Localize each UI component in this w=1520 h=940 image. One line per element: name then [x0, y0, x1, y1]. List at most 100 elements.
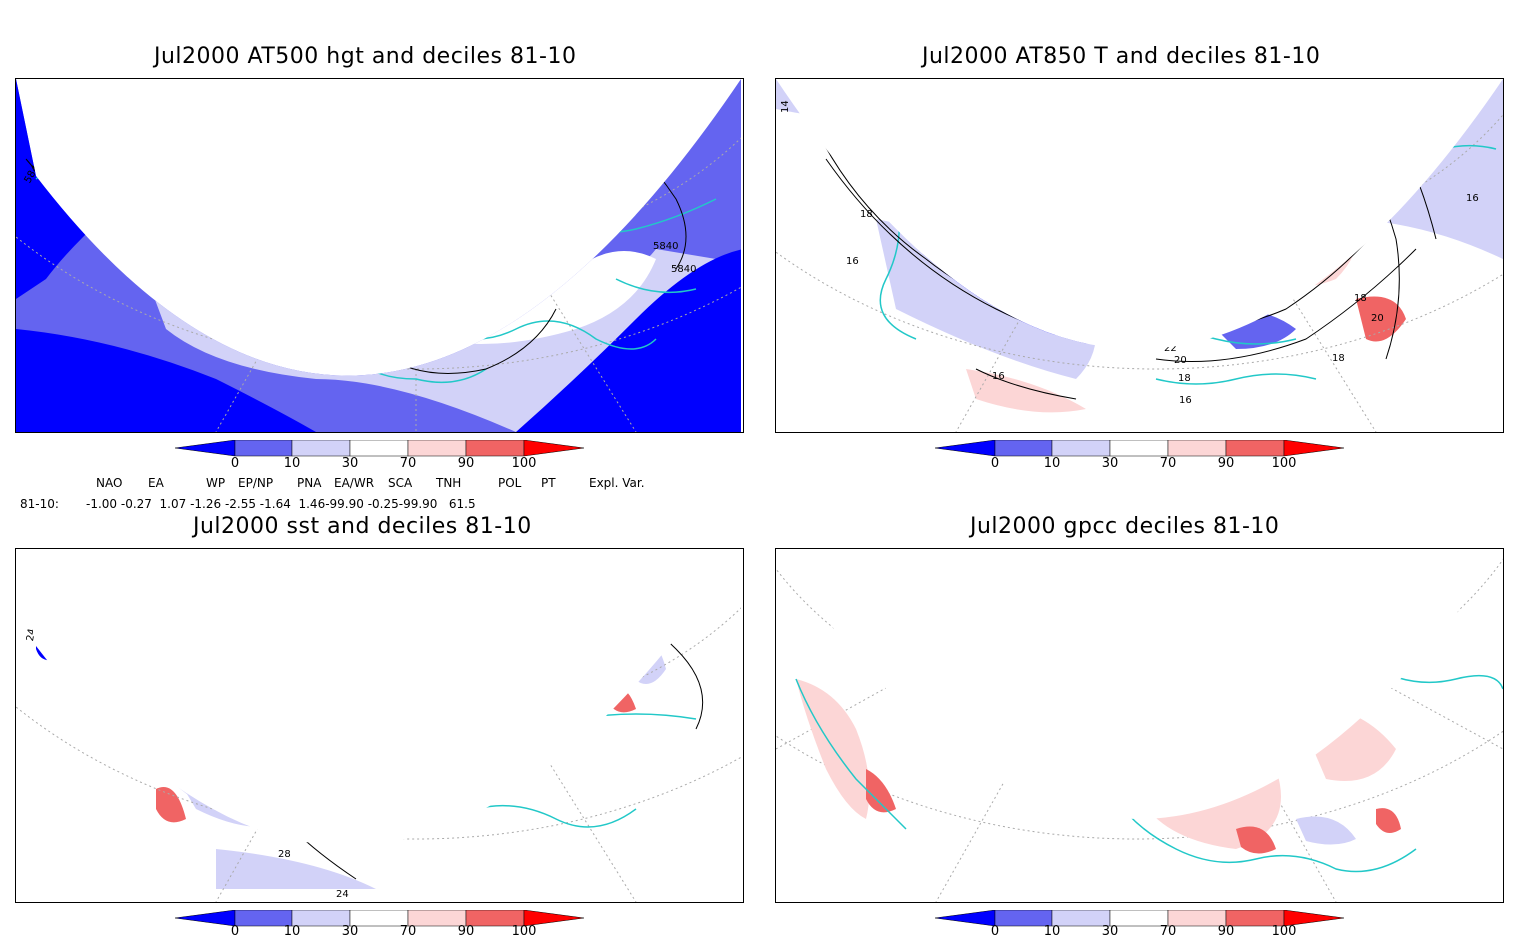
contour-label: 5440 [371, 99, 396, 110]
colorbar-tick: 0 [990, 924, 1000, 939]
panel-title-t850: Jul2000 AT850 T and deciles 81-10 [922, 44, 1321, 69]
colorbar-tick: 100 [1271, 456, 1297, 471]
hgt-blob [416, 178, 461, 215]
colorbar-tick: 0 [990, 456, 1000, 471]
colorbar-tick: 100 [511, 924, 537, 939]
hgt-blob [516, 249, 741, 432]
colorbar-tick: 30 [341, 924, 359, 939]
contour-label: 20 [1174, 355, 1187, 366]
panel-title-sst: Jul2000 sst and deciles 81-10 [193, 514, 532, 539]
hgt-blob [326, 149, 366, 165]
contour-label: 4 [306, 599, 312, 610]
hgt-blob [306, 136, 396, 175]
colorbar-tick: 100 [511, 456, 537, 471]
gpcc-blob [1236, 826, 1276, 854]
contour-label: 5840 [576, 89, 601, 100]
map-panel-gpcc [775, 548, 1504, 903]
contour-label: 5840 [653, 241, 678, 252]
gpcc-blob [796, 679, 870, 819]
sst-blob [286, 657, 316, 676]
colorbar-hgt: 0 10 30 70 90 100 [174, 439, 585, 476]
sst-blob [616, 609, 666, 684]
contour-label: 8 [408, 589, 414, 600]
contour-label: 28 [96, 640, 109, 651]
panel-title-gpcc: Jul2000 gpcc deciles 81-10 [970, 514, 1280, 539]
contour-label: 22 [1164, 343, 1177, 354]
colorbar-swatch [174, 439, 585, 457]
contour-label: 12 [371, 637, 384, 648]
colorbar-tick: 0 [230, 456, 240, 471]
colorbar-sst: 0 10 30 70 90 100 [174, 909, 585, 940]
hgt-contour-labels: 5440 5520 5600 5600 5680 5760 5840 5920 … [23, 89, 697, 275]
map-panel-hgt: 5440 5520 5600 5600 5680 5760 5840 5920 … [15, 78, 744, 433]
colorbar-tick: 90 [1217, 456, 1235, 471]
colorbar-gpcc: 0 10 30 70 90 100 [934, 909, 1345, 940]
contour-label: 24 [25, 628, 38, 642]
index-row-values: -1.00 -0.27 1.07 -1.26 -2.55 -1.64 1.46-… [86, 497, 476, 511]
index-row-label: 81-10: [20, 497, 59, 511]
contour-label: 5680 [398, 205, 423, 216]
contour-label: 5600 [339, 153, 364, 164]
colorbar-tick: 70 [399, 924, 417, 939]
colorbar-t850: 0 10 30 70 90 100 [934, 439, 1345, 476]
map-t850-svg: 22 20 14 16 18 16 2 0 4 6 8 10 12 14 20 … [776, 79, 1503, 432]
contour-label: 5760 [361, 225, 386, 236]
index-header-nao: NAO [96, 476, 123, 490]
contour-label: 18 [1354, 293, 1367, 304]
contour-label: 5600 [418, 175, 443, 186]
contour-label: 28 [680, 573, 693, 584]
index-header-wp: WP [206, 476, 226, 490]
index-header-epnp: EP/NP [238, 476, 274, 490]
colorbar-swatch [174, 909, 585, 927]
colorbar-tick: 30 [1101, 924, 1119, 939]
colorbar-tick: 90 [457, 924, 475, 939]
contour-label: 16 [846, 256, 859, 267]
sst-blob [276, 646, 346, 683]
sst-blob [56, 549, 96, 623]
colorbar-tick: 0 [230, 924, 240, 939]
sst-blob [381, 591, 416, 616]
sst-blob [356, 582, 426, 623]
contour-label: 16 [351, 671, 364, 682]
index-header-sca: SCA [388, 476, 413, 490]
colorbar-tick: 10 [283, 456, 301, 471]
map-panel-sst: 24 28 28 26 24 28 4 8 12 16 20 24 28 28 … [15, 548, 744, 903]
contour-label: 26 [221, 693, 234, 704]
contour-label: 24 [513, 619, 526, 630]
contour-label: 20 [1371, 313, 1384, 324]
colorbar-tick: 30 [1101, 456, 1119, 471]
gpcc-blob [866, 769, 896, 813]
colorbar-swatch [934, 909, 1345, 927]
hgt-blob [495, 168, 541, 224]
sst-blob [216, 849, 376, 889]
index-header-pol: POL [498, 476, 522, 490]
contour-label: 24 [326, 796, 339, 807]
gpcc-blob [1296, 816, 1356, 845]
colorbar-tick: 10 [283, 924, 301, 939]
contour-label: 16 [992, 371, 1005, 382]
hgt-blob [394, 172, 476, 229]
colorbar-tick: 70 [399, 456, 417, 471]
map-sst-svg: 24 28 28 26 24 28 4 8 12 16 20 24 28 28 … [16, 549, 741, 902]
contour-label: 5840 [354, 244, 379, 255]
contour-label: 18 [1332, 353, 1345, 364]
colorbar-tick: 30 [341, 456, 359, 471]
t850-blob [966, 369, 1086, 413]
colorbar-tick: 10 [1043, 924, 1061, 939]
contour-label: 28 [653, 581, 666, 592]
index-header-eawr: EA/WR [334, 476, 375, 490]
contour-label: 20 [373, 719, 386, 730]
contour-label: 5920 [426, 251, 451, 262]
sst-blob [626, 648, 648, 669]
contour-label: 18 [860, 209, 873, 220]
colorbar-swatch [934, 439, 1345, 457]
contour-label: 28 [278, 849, 291, 860]
contour-label: 28 [66, 617, 79, 628]
hgt-blob [471, 147, 556, 239]
colorbar-tick: 90 [1217, 924, 1235, 939]
index-header-tnh: TNH [436, 476, 462, 490]
colorbar-tick: 70 [1159, 924, 1177, 939]
contour-label: 8 [316, 633, 322, 644]
contour-label: 24 [336, 889, 349, 900]
hgt-blob [256, 86, 416, 179]
